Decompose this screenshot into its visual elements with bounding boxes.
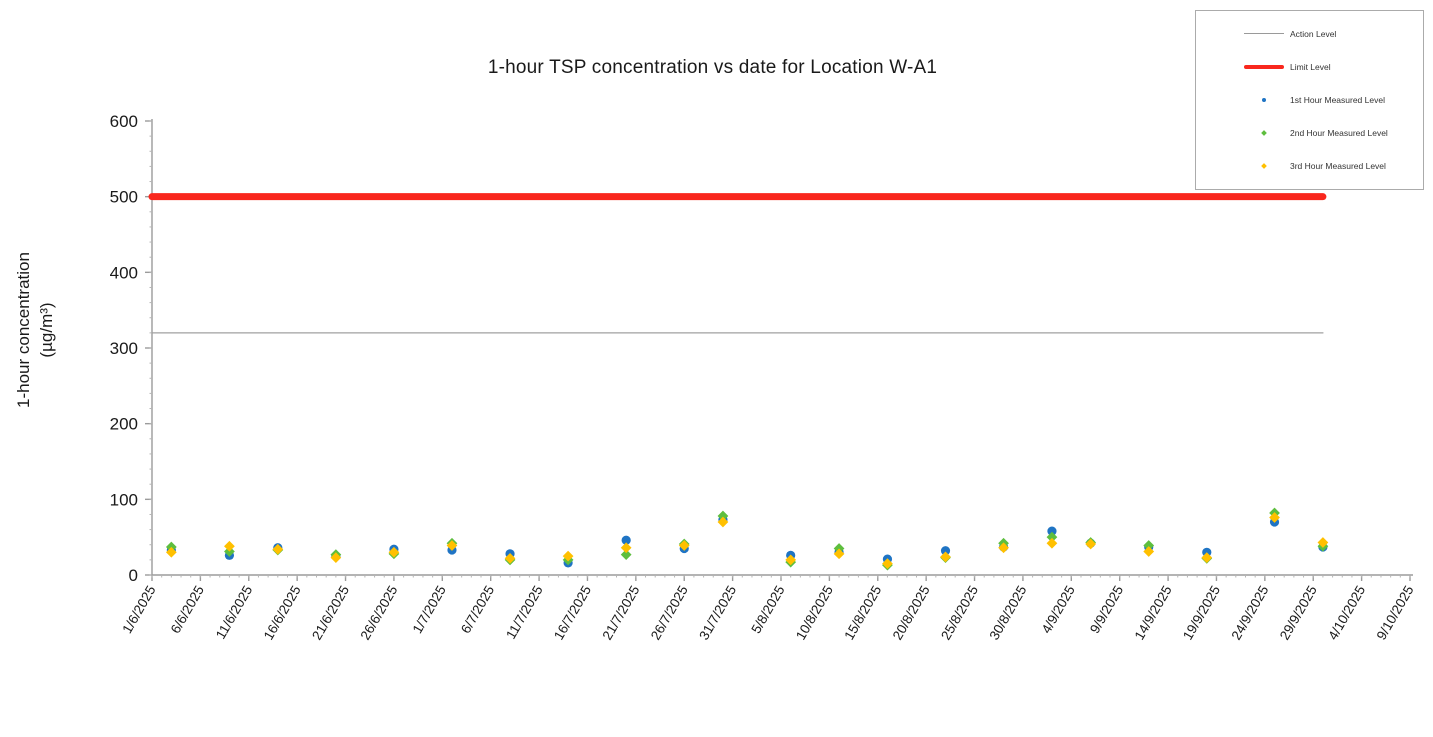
x-tick-label: 26/7/2025 [648, 583, 691, 643]
marker-dot-icon [1262, 97, 1266, 102]
legend-swatch [1244, 130, 1284, 136]
data-point-series3 [1201, 552, 1213, 563]
x-tick-label: 4/10/2025 [1325, 583, 1368, 643]
data-point-series3 [717, 516, 729, 528]
chart-title: 1-hour TSP concentration vs date for Loc… [487, 57, 938, 78]
y-tick-label: 200 [110, 415, 138, 434]
legend-item: Action Level [1196, 19, 1423, 49]
x-tick-label: 6/6/2025 [168, 583, 207, 636]
legend-swatch [1244, 64, 1284, 69]
y-tick-label: 400 [110, 263, 138, 282]
data-point-series3 [1269, 512, 1280, 523]
data-point-series3 [620, 542, 632, 554]
x-tick-label: 21/6/2025 [309, 583, 352, 643]
data-point-series3 [882, 558, 893, 570]
y-tick-label: 500 [110, 188, 138, 207]
legend-label: 2nd Hour Measured Level [1290, 128, 1388, 139]
legend-item: 3rd Hour Measured Level [1196, 151, 1423, 181]
marker-dot-icon [1261, 163, 1267, 170]
data-point-series3 [785, 554, 797, 566]
x-tick-label: 15/8/2025 [841, 583, 884, 643]
x-tick-label: 11/6/2025 [213, 583, 256, 642]
data-point-series3 [1046, 537, 1058, 549]
data-point-series1 [1047, 526, 1057, 536]
legend-label: Action Level [1290, 28, 1337, 39]
data-point-series2 [717, 510, 729, 522]
data-point-series3 [998, 542, 1009, 554]
x-tick-label: 4/9/2025 [1039, 583, 1078, 636]
data-point-series3 [562, 550, 574, 562]
x-tick-label: 9/9/2025 [1087, 583, 1126, 636]
data-point-series3 [678, 540, 690, 551]
data-point-series3 [224, 540, 235, 552]
legend-label: 1st Hour Measured Level [1290, 94, 1385, 105]
data-point-series1 [940, 546, 951, 556]
x-tick-label: 25/8/2025 [938, 583, 981, 643]
legend-label: Limit Level [1290, 61, 1331, 72]
data-point-series3 [940, 551, 951, 563]
x-tick-label: 9/10/2025 [1374, 583, 1417, 643]
data-point-series3 [1317, 537, 1329, 548]
y-tick-label: 300 [110, 339, 138, 358]
x-tick-label: 5/8/2025 [748, 583, 787, 636]
data-point-series3 [165, 546, 177, 558]
x-tick-label: 21/7/2025 [599, 583, 642, 643]
x-tick-label: 19/9/2025 [1180, 583, 1223, 643]
x-tick-label: 26/6/2025 [357, 583, 400, 643]
legend-label: 3rd Hour Measured Level [1290, 161, 1386, 172]
x-tick-label: 31/7/2025 [696, 583, 739, 643]
x-tick-label: 16/6/2025 [261, 583, 304, 643]
x-tick-label: 20/8/2025 [890, 583, 933, 643]
x-tick-label: 16/7/2025 [551, 583, 594, 643]
data-point-series3 [1085, 538, 1097, 550]
data-point-series1 [621, 535, 631, 545]
x-tick-label: 14/9/2025 [1132, 583, 1175, 643]
x-tick-label: 24/9/2025 [1228, 583, 1271, 643]
x-tick-label: 30/8/2025 [986, 583, 1029, 643]
limit-level-line-icon [1244, 64, 1284, 69]
legend: Action Level Limit Level 1st Hour Measured… [1195, 10, 1424, 190]
y-tick-label: 100 [110, 490, 138, 509]
y-tick-label: 600 [110, 112, 138, 131]
legend-swatch [1244, 163, 1284, 170]
legend-item: Limit Level [1196, 52, 1423, 82]
legend-item: 2nd Hour Measured Level [1196, 118, 1423, 148]
marker-dot-icon [1261, 130, 1267, 136]
legend-item: 1st Hour Measured Level [1196, 85, 1423, 115]
x-tick-label: 1/7/2025 [410, 583, 449, 636]
x-tick-label: 6/7/2025 [458, 583, 497, 636]
y-tick-label: 0 [129, 566, 138, 585]
action-level-line-icon [1244, 33, 1284, 35]
data-point-series3 [833, 548, 845, 560]
legend-swatch [1244, 33, 1284, 35]
legend-swatch [1244, 97, 1284, 102]
x-tick-label: 11/7/2025 [503, 583, 546, 642]
x-tick-label: 10/8/2025 [793, 583, 836, 643]
data-point-series2 [620, 549, 632, 560]
x-tick-label: 29/9/2025 [1277, 583, 1320, 643]
x-tick-label: 1/6/2025 [119, 583, 158, 636]
